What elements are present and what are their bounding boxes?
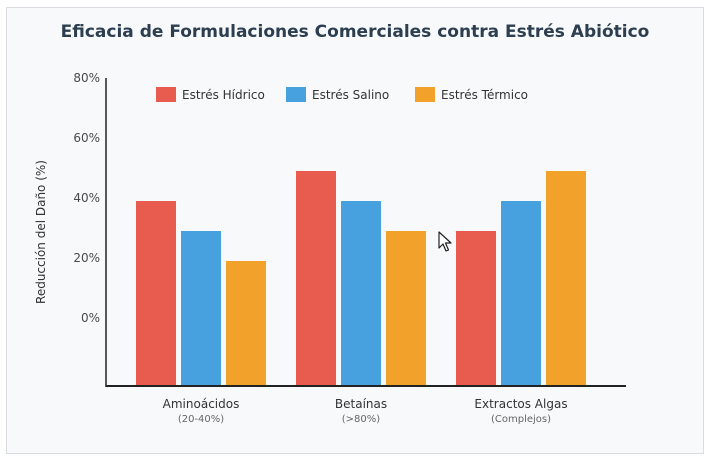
chart-title: Eficacia de Formulaciones Comerciales co…: [61, 22, 650, 42]
y-tick-label: 80%: [73, 71, 100, 85]
y-tick-label: 40%: [73, 191, 100, 205]
bar-hidrico: [136, 201, 176, 385]
bar-salino: [341, 201, 381, 385]
y-tick-label: 20%: [73, 251, 100, 265]
x-category-label: Aminoácidos: [163, 397, 240, 411]
legend-swatch: [156, 87, 176, 102]
y-tick-label: 60%: [73, 131, 100, 145]
legend-swatch: [415, 87, 435, 102]
y-axis-label: Reducción del Daño (%): [34, 160, 48, 304]
x-category-note: (>80%): [342, 414, 381, 425]
x-category-label: Betaínas: [335, 397, 387, 411]
x-category-note: (Complejos): [491, 414, 551, 425]
y-tick-label: 0%: [81, 311, 100, 325]
cursor-icon: [438, 231, 452, 252]
x-category-label: Extractos Algas: [474, 397, 567, 411]
legend-label: Estrés Térmico: [441, 88, 528, 102]
bar-hidrico: [456, 231, 496, 385]
bar-salino: [501, 201, 541, 385]
bar-termico: [226, 261, 266, 385]
legend-swatch: [286, 87, 306, 102]
x-category-note: (20-40%): [178, 414, 224, 425]
bar-termico: [386, 231, 426, 385]
legend-label: Estrés Hídrico: [182, 88, 265, 102]
legend-label: Estrés Salino: [312, 88, 389, 102]
bar-termico: [546, 171, 586, 385]
bar-salino: [181, 231, 221, 385]
bar-hidrico: [296, 171, 336, 385]
